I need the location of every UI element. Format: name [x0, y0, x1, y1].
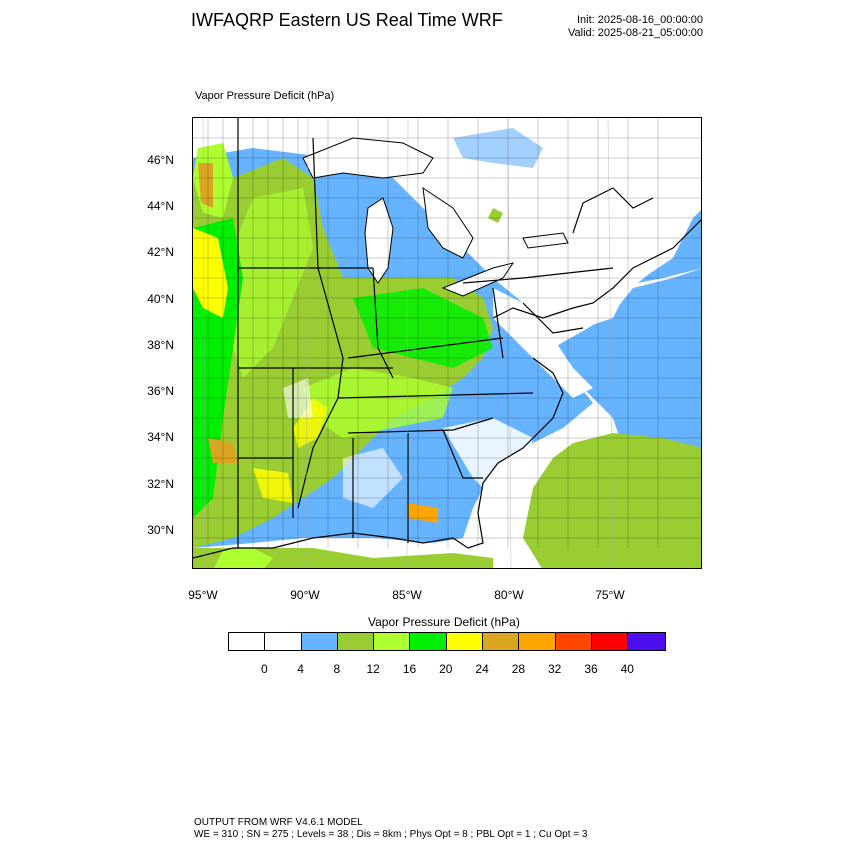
footer-line-model: OUTPUT FROM WRF V4.6.1 MODEL: [194, 817, 363, 828]
colorbar-swatch: [265, 633, 302, 650]
colorbar-swatch: [229, 633, 266, 650]
model-footer: OUTPUT FROM WRF V4.6.1 MODEL WE = 310 ; …: [194, 817, 587, 841]
atlantic-ocean-field: [553, 268, 701, 478]
lake-michigan: [364, 197, 394, 284]
lat-label: 32°N: [147, 477, 174, 491]
lon-label: 75°W: [595, 588, 625, 602]
plot-title: IWFAQRP Eastern US Real Time WRF: [191, 10, 503, 30]
colorbar-tick-label: 24: [475, 662, 489, 676]
colorbar-tick-label: 32: [548, 662, 562, 676]
colorbar-swatch: [555, 633, 592, 650]
lat-label: 46°N: [147, 153, 174, 167]
ne-ocean-field: [638, 210, 701, 283]
colorbar-tick-label: 4: [297, 662, 304, 676]
colorbar-tick-label: 16: [402, 662, 417, 676]
gulf-south-field: [523, 433, 701, 568]
lat-label: 38°N: [147, 338, 174, 352]
colorbar-swatch: [483, 633, 520, 650]
lon-label: 80°W: [494, 588, 524, 602]
map-panel: [192, 117, 702, 569]
valid-time: Valid: 2025-08-21_05:00:00: [568, 27, 703, 39]
colorbar-tick-label: 40: [620, 662, 634, 676]
colorbar: [228, 632, 666, 651]
legend-title: Vapor Pressure Deficit (hPa): [368, 615, 520, 629]
lat-label: 40°N: [147, 292, 174, 306]
colorbar-swatch: [591, 633, 629, 650]
colorbar-swatch: [519, 633, 556, 650]
colorbar-swatch: [374, 633, 411, 650]
init-time: Init: 2025-08-16_00:00:00: [577, 14, 703, 26]
lat-label: 44°N: [147, 199, 174, 213]
lat-label: 30°N: [147, 523, 174, 537]
lat-label: 42°N: [147, 245, 174, 259]
colorbar-tick-label: 20: [439, 662, 453, 676]
colorbar-tick-label: 36: [584, 662, 598, 676]
colorbar-tick-label: 12: [366, 662, 380, 676]
colorbar-tick-label: 28: [511, 662, 526, 676]
run-info: Init: 2025-08-16_00:00:00 Valid: 2025-08…: [568, 14, 703, 40]
colorbar-swatch: [628, 633, 665, 650]
lon-label: 90°W: [290, 588, 320, 602]
colorbar-swatch: [446, 633, 484, 650]
lon-label: 95°W: [188, 588, 218, 602]
colorbar-swatch: [410, 633, 447, 650]
colorbar-tick-label: 0: [260, 662, 268, 676]
lat-label: 34°N: [147, 430, 174, 444]
colorbar-swatch: [301, 633, 338, 650]
vpd-map: [193, 118, 701, 568]
colorbar-tick-label: 8: [333, 662, 341, 676]
footer-line-config: WE = 310 ; SN = 275 ; Levels = 38 ; Dis …: [194, 829, 588, 840]
colorbar-swatch: [337, 633, 375, 650]
lon-label: 85°W: [392, 588, 422, 602]
lat-label: 36°N: [147, 384, 174, 398]
map-subtitle: Vapor Pressure Deficit (hPa): [195, 90, 335, 102]
